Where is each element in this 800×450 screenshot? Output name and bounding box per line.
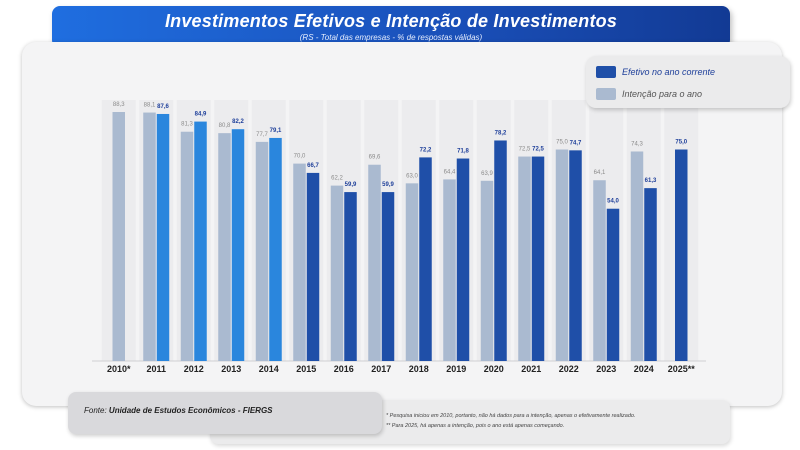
bar-efetivo — [675, 149, 688, 361]
bar-intencao — [330, 185, 344, 361]
data-label-intencao: 63,0 — [406, 173, 418, 179]
data-label-intencao: 81,3 — [181, 122, 193, 128]
bar-intencao — [518, 156, 531, 361]
data-label-intencao: 74,3 — [631, 141, 643, 147]
data-label-intencao: 62,2 — [331, 176, 343, 182]
data-label-efetivo: 82,2 — [232, 119, 244, 125]
bar-intencao — [143, 112, 156, 361]
data-label-efetivo: 59,9 — [345, 182, 357, 188]
x-tick-label: 2023 — [596, 364, 616, 374]
bar-intencao — [555, 149, 569, 361]
data-label-efetivo: 61,3 — [645, 178, 657, 184]
x-tick-label: 2017 — [371, 364, 391, 374]
x-tick-label: 2019 — [446, 364, 466, 374]
bar-efetivo — [156, 113, 170, 361]
x-tick-label: 2024 — [634, 364, 654, 374]
x-tick-label: 2016 — [334, 364, 354, 374]
bar-efetivo — [306, 172, 320, 361]
x-tick-label: 2011 — [146, 364, 166, 374]
bar-efetivo — [344, 192, 357, 361]
legend-swatch-intencao — [596, 88, 616, 100]
chart-subtitle: (RS - Total das empresas - % de resposta… — [299, 33, 483, 42]
bar-intencao — [368, 164, 381, 361]
bar-efetivo — [606, 208, 620, 361]
data-label-intencao: 69,6 — [369, 155, 381, 161]
legend-label-intencao: Intenção para o ano — [622, 89, 703, 99]
data-label-efetivo: 84,9 — [195, 112, 207, 118]
footnote-2: ** Para 2025, há apenas a intenção, pois… — [386, 423, 565, 429]
bar-intencao — [480, 180, 494, 361]
x-tick-label: 2020 — [484, 364, 504, 374]
bar-intencao — [443, 179, 456, 361]
bar-intencao — [180, 131, 194, 361]
x-tick-label: 2015 — [296, 364, 316, 374]
data-label-intencao: 77,7 — [256, 132, 268, 138]
bar-intencao — [630, 151, 644, 361]
data-label-intencao: 72,5 — [519, 147, 531, 153]
data-label-intencao: 64,1 — [594, 170, 606, 176]
data-label-intencao: 80,8 — [219, 123, 231, 129]
data-label-efetivo: 78,2 — [495, 130, 507, 136]
data-label-efetivo: 87,6 — [157, 104, 169, 110]
bar-efetivo — [419, 157, 432, 361]
source-prefix: Fonte: — [84, 406, 107, 415]
legend-swatch-efetivo — [596, 66, 616, 78]
bar-efetivo — [194, 121, 207, 361]
bar-intencao — [218, 133, 231, 361]
bar-efetivo — [231, 129, 245, 361]
legend-label-efetivo: Efetivo no ano corrente — [622, 67, 716, 77]
data-label-efetivo: 75,0 — [675, 140, 687, 146]
bar-efetivo — [644, 188, 657, 361]
x-tick-label: 2022 — [559, 364, 579, 374]
data-label-intencao: 75,0 — [556, 140, 568, 146]
bar-efetivo — [494, 140, 507, 361]
x-tick-label: 2014 — [259, 364, 279, 374]
bar-efetivo — [269, 137, 282, 361]
x-tick-label: 2010* — [107, 364, 131, 374]
bar-intencao — [255, 141, 269, 361]
x-tick-label: 2021 — [521, 364, 541, 374]
chart-title: Investimentos Efetivos e Intenção de Inv… — [164, 11, 618, 31]
x-tick-label: 2013 — [221, 364, 241, 374]
data-label-intencao: 88,3 — [113, 102, 125, 108]
data-label-efetivo: 74,7 — [570, 140, 582, 146]
x-tick-label: 2018 — [409, 364, 429, 374]
bar-efetivo — [456, 158, 470, 361]
x-tick-label: 2012 — [184, 364, 204, 374]
data-label-efetivo: 72,5 — [532, 147, 544, 153]
footnote-1: * Pesquisa iniciou em 2010, portanto, nã… — [386, 413, 636, 419]
data-label-efetivo: 59,9 — [382, 182, 394, 188]
data-label-efetivo: 79,1 — [270, 128, 282, 134]
bar-efetivo — [569, 150, 582, 361]
data-label-intencao: 88,1 — [144, 103, 156, 109]
source-box: Fonte: Unidade de Estudos Econômicos - F… — [68, 392, 382, 434]
data-label-efetivo: 54,0 — [607, 199, 619, 205]
bar-intencao — [593, 180, 606, 361]
data-label-intencao: 70,0 — [294, 154, 306, 160]
data-label-intencao: 64,4 — [444, 169, 456, 175]
bar-intencao — [405, 183, 419, 361]
bar-intencao — [293, 163, 306, 361]
data-label-efetivo: 66,7 — [307, 163, 319, 169]
bar-intencao — [112, 111, 125, 361]
chart-title-bar: Investimentos Efetivos e Intenção de Inv… — [52, 6, 730, 48]
chart-legend: Efetivo no ano corrente Intenção para o … — [586, 56, 790, 108]
data-label-efetivo: 71,8 — [457, 149, 469, 155]
source-name: Unidade de Estudos Econômicos - FIERGS — [108, 406, 273, 415]
source-text: Fonte: Unidade de Estudos Econômicos - F… — [84, 406, 273, 415]
x-tick-label: 2025** — [668, 364, 696, 374]
bar-efetivo — [531, 156, 545, 361]
data-label-intencao: 63,9 — [481, 171, 493, 177]
bar-efetivo — [381, 192, 395, 361]
data-label-efetivo: 72,2 — [420, 147, 432, 153]
